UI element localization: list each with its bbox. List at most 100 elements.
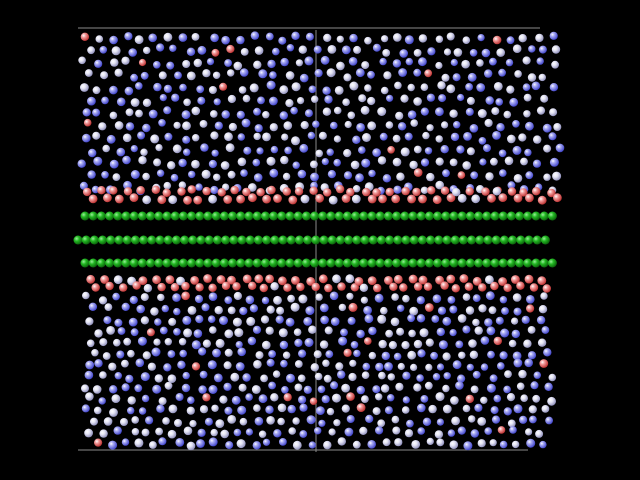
solvent-atom [182, 121, 191, 131]
solvent-atom [465, 394, 474, 404]
solvent-atom [393, 185, 402, 194]
solvent-layer-bottom [81, 291, 557, 451]
interface-atom [283, 283, 292, 292]
solvent-atom [163, 106, 172, 115]
solvent-atom [326, 148, 334, 156]
membrane-atom [212, 235, 222, 245]
solvent-atom [462, 161, 472, 170]
solvent-atom [171, 93, 180, 102]
solvent-atom [549, 31, 558, 40]
solvent-atom [410, 363, 418, 371]
interface-atom [418, 275, 428, 285]
interface-atom [498, 193, 508, 203]
solvent-atom [159, 326, 168, 335]
solvent-atom [186, 47, 196, 56]
solvent-atom [298, 45, 307, 54]
solvent-atom [248, 183, 257, 192]
solvent-atom [175, 393, 184, 401]
solvent-atom [449, 440, 459, 450]
solvent-atom [138, 156, 147, 165]
membrane-atom [376, 235, 386, 245]
solvent-atom [526, 438, 536, 448]
solvent-atom [286, 373, 295, 383]
solvent-atom [292, 417, 300, 425]
solvent-atom [380, 384, 390, 393]
interface-atom [452, 188, 461, 197]
interface-atom [168, 195, 178, 205]
solvent-atom [146, 328, 155, 337]
solvent-atom [196, 439, 205, 448]
solvent-atom [489, 57, 497, 66]
membrane-atom [137, 211, 147, 221]
membrane-atom [523, 211, 533, 221]
membrane-atom [236, 258, 246, 268]
interface-atom [256, 188, 265, 197]
membrane-atom [506, 258, 516, 268]
solvent-atom [505, 58, 514, 67]
solvent-atom [457, 171, 466, 179]
interface-atom [372, 188, 381, 197]
solvent-atom [385, 121, 394, 129]
solvent-atom [99, 338, 108, 347]
solvent-atom [298, 294, 308, 304]
solvent-atom [84, 428, 93, 438]
membrane-atom [195, 258, 205, 268]
solvent-atom [480, 396, 488, 404]
interface-atom [190, 276, 200, 285]
solvent-atom [215, 338, 225, 348]
solvent-atom [549, 157, 559, 167]
solvent-atom [198, 385, 207, 394]
solvent-atom [462, 293, 471, 301]
solvent-atom [304, 56, 314, 66]
membrane-atom [178, 258, 188, 268]
solvent-atom [327, 170, 336, 179]
solvent-atom [158, 71, 167, 80]
solvent-atom [393, 33, 402, 42]
membrane-atom [383, 211, 393, 221]
interface-atom [236, 194, 246, 204]
solvent-atom [375, 426, 384, 435]
solvent-atom [82, 133, 91, 143]
solvent-atom [317, 385, 326, 394]
solvent-atom [372, 385, 381, 394]
solvent-atom [518, 133, 527, 142]
membrane-atom [80, 258, 90, 268]
membrane-atom [137, 258, 147, 268]
solvent-atom [148, 33, 157, 43]
solvent-atom [404, 429, 414, 438]
solvent-atom [94, 59, 103, 68]
solvent-atom [497, 426, 506, 434]
interface-atom [136, 186, 145, 195]
membrane-atom [539, 258, 549, 268]
solvent-atom [85, 360, 95, 370]
membrane-atom [352, 235, 362, 245]
solvent-atom [381, 351, 390, 361]
solvent-atom [338, 336, 348, 346]
interface-atom [537, 276, 547, 285]
solvent-atom [489, 439, 497, 447]
membrane-atom [294, 235, 304, 245]
solvent-atom [478, 137, 487, 145]
solvent-atom [314, 372, 323, 381]
solvent-atom [163, 363, 172, 372]
solvent-atom [320, 315, 329, 325]
membrane-atom [122, 235, 132, 245]
solvent-atom [330, 317, 340, 326]
interface-atom [187, 185, 196, 194]
solvent-atom [170, 173, 179, 182]
solvent-atom [108, 362, 117, 371]
solvent-atom [365, 414, 374, 423]
membrane-atom [245, 235, 255, 245]
solvent-atom [537, 338, 547, 347]
membrane-atom [252, 211, 262, 221]
solvent-atom [129, 295, 138, 305]
solvent-atom [164, 338, 172, 346]
solvent-atom [251, 385, 261, 394]
interface-atom [391, 194, 401, 204]
solvent-atom [187, 396, 195, 405]
membrane-atom [408, 211, 418, 221]
solvent-atom [130, 170, 140, 179]
solvent-atom [98, 122, 107, 131]
solvent-atom [227, 94, 236, 104]
